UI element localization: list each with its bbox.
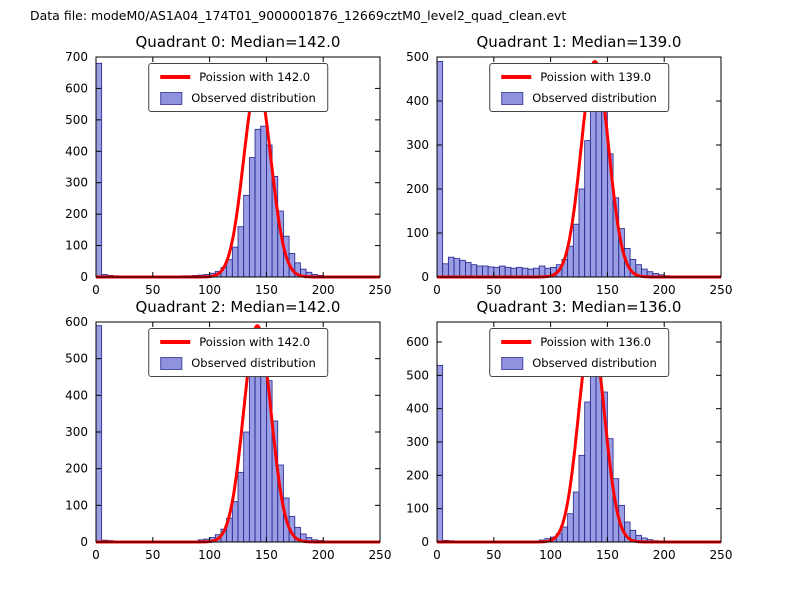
quadrant-2-legend: Poission with 142.0 Observed distributio…: [148, 328, 328, 377]
observed-box-swatch-icon: [501, 356, 524, 370]
quadrant-1-plot: 0 50 100 150 200 250 0 100 200 300 400 500: [406, 50, 733, 297]
svg-text:200: 200: [406, 468, 429, 482]
svg-text:50: 50: [145, 548, 160, 562]
poisson-line-swatch-icon: [160, 340, 191, 344]
svg-text:200: 200: [312, 548, 335, 562]
svg-text:100: 100: [198, 548, 221, 562]
svg-text:0: 0: [433, 548, 441, 562]
legend-label-poisson: Poission with 142.0: [199, 70, 311, 84]
svg-text:100: 100: [539, 548, 562, 562]
svg-text:100: 100: [406, 226, 429, 240]
svg-text:300: 300: [406, 138, 429, 152]
svg-text:400: 400: [65, 144, 88, 158]
observed-box-swatch-icon: [160, 91, 183, 105]
svg-text:700: 700: [65, 50, 88, 64]
svg-text:150: 150: [255, 283, 278, 297]
svg-text:100: 100: [65, 239, 88, 253]
svg-text:400: 400: [406, 94, 429, 108]
svg-text:0: 0: [92, 548, 100, 562]
svg-text:250: 250: [710, 283, 733, 297]
quadrant-2-title: Quadrant 2: Median=142.0: [135, 298, 341, 316]
svg-text:0: 0: [433, 283, 441, 297]
svg-text:150: 150: [596, 283, 619, 297]
svg-text:200: 200: [65, 462, 88, 476]
legend-label-observed: Observed distribution: [532, 91, 657, 105]
poisson-line-swatch-icon: [501, 75, 532, 79]
quadrant-0-legend: Poission with 142.0 Observed distributio…: [148, 63, 328, 112]
svg-text:100: 100: [406, 502, 429, 516]
svg-text:50: 50: [486, 548, 501, 562]
legend-entry-observed: Observed distribution: [160, 356, 316, 370]
svg-text:200: 200: [653, 548, 676, 562]
svg-text:600: 600: [65, 81, 88, 95]
poisson-line-swatch-icon: [160, 75, 191, 79]
svg-text:100: 100: [198, 283, 221, 297]
svg-text:0: 0: [80, 270, 88, 284]
legend-label-poisson: Poission with 139.0: [540, 70, 652, 84]
legend-label-observed: Observed distribution: [191, 356, 316, 370]
quadrant-0-chart: Quadrant 0: Median=142.0 0 50 100 150 200 250…: [36, 33, 400, 302]
svg-text:400: 400: [406, 402, 429, 416]
svg-text:150: 150: [596, 548, 619, 562]
svg-text:150: 150: [255, 548, 278, 562]
svg-text:250: 250: [710, 548, 733, 562]
svg-text:250: 250: [369, 283, 392, 297]
observed-box-swatch-icon: [501, 91, 524, 105]
quadrant-3-title: Quadrant 3: Median=136.0: [476, 298, 682, 316]
svg-text:0: 0: [421, 535, 429, 549]
quadrant-2-plot: 0 50 100 150 200 250 0 100 200 300 400 500 600: [65, 315, 392, 562]
svg-text:100: 100: [539, 283, 562, 297]
svg-text:250: 250: [369, 548, 392, 562]
legend-entry-poisson: Poission with 139.0: [501, 70, 657, 84]
quadrant-2-chart: Quadrant 2: Median=142.0 0 50 100 150 200 250…: [36, 298, 400, 567]
svg-text:300: 300: [65, 176, 88, 190]
svg-text:300: 300: [65, 425, 88, 439]
figure-title: Data file: modeM0/AS1A04_174T01_90000018…: [30, 8, 567, 23]
legend-label-observed: Observed distribution: [191, 91, 316, 105]
svg-text:200: 200: [406, 182, 429, 196]
observed-box-swatch-icon: [160, 356, 183, 370]
svg-text:200: 200: [653, 283, 676, 297]
svg-text:600: 600: [406, 335, 429, 349]
legend-entry-poisson: Poission with 142.0: [160, 335, 316, 349]
legend-entry-poisson: Poission with 142.0: [160, 70, 316, 84]
legend-entry-observed: Observed distribution: [501, 91, 657, 105]
svg-text:0: 0: [421, 270, 429, 284]
legend-label-poisson: Poission with 136.0: [540, 335, 652, 349]
quadrant-0-plot: 0 50 100 150 200 250 0 100 200 300 400 500 600 700: [65, 50, 392, 297]
svg-text:50: 50: [145, 283, 160, 297]
quadrant-3-chart: Quadrant 3: Median=136.0 0 50 100 150 200 250…: [377, 298, 741, 567]
svg-text:100: 100: [65, 498, 88, 512]
quadrant-1-legend: Poission with 139.0 Observed distributio…: [489, 63, 669, 112]
svg-text:500: 500: [406, 50, 429, 64]
legend-entry-observed: Observed distribution: [501, 356, 657, 370]
legend-label-observed: Observed distribution: [532, 356, 657, 370]
svg-text:600: 600: [65, 315, 88, 329]
legend-entry-poisson: Poission with 136.0: [501, 335, 657, 349]
quadrant-1-chart: Quadrant 1: Median=139.0 0 50 100 150 200 250…: [377, 33, 741, 302]
svg-text:200: 200: [65, 207, 88, 221]
svg-text:500: 500: [65, 352, 88, 366]
legend-entry-observed: Observed distribution: [160, 91, 316, 105]
svg-text:500: 500: [406, 368, 429, 382]
svg-text:200: 200: [312, 283, 335, 297]
quadrant-1-title: Quadrant 1: Median=139.0: [476, 33, 682, 51]
svg-text:50: 50: [486, 283, 501, 297]
svg-text:400: 400: [65, 388, 88, 402]
svg-text:300: 300: [406, 435, 429, 449]
svg-text:500: 500: [65, 113, 88, 127]
poisson-line-swatch-icon: [501, 340, 532, 344]
svg-text:0: 0: [80, 535, 88, 549]
legend-label-poisson: Poission with 142.0: [199, 335, 311, 349]
svg-text:0: 0: [92, 283, 100, 297]
quadrant-3-legend: Poission with 136.0 Observed distributio…: [489, 328, 669, 377]
quadrant-0-title: Quadrant 0: Median=142.0: [135, 33, 341, 51]
